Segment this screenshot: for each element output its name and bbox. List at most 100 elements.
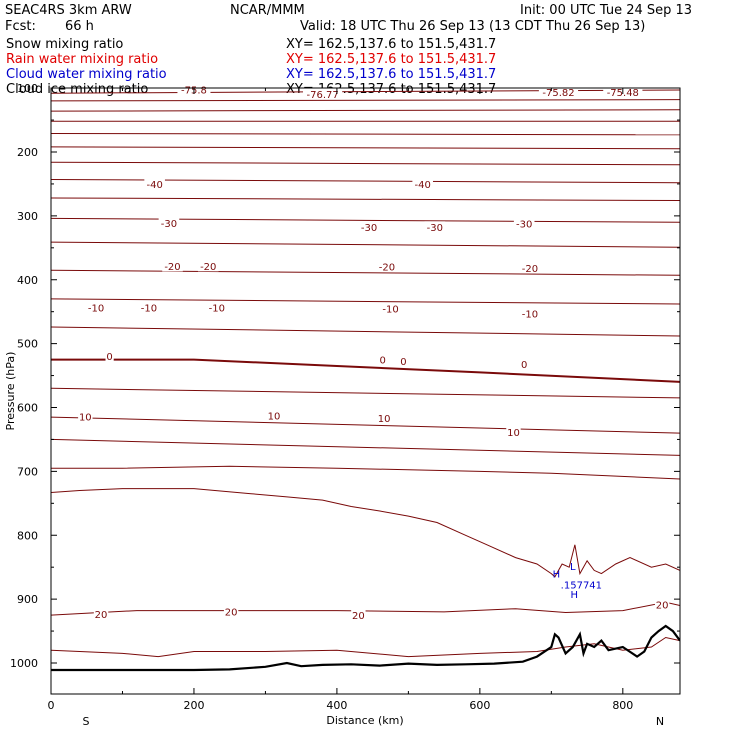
y-axis-label: Pressure (hPa) [4, 352, 17, 431]
contour-label-bg [519, 308, 541, 320]
isotherm-line [51, 161, 680, 166]
contour-label-bg [376, 412, 392, 424]
contour-label: -75.82 [542, 88, 574, 99]
contour-label-bg [138, 301, 160, 313]
contour-label: -30 [427, 223, 443, 234]
contour-label: 10 [507, 428, 520, 439]
contour-label-bg [654, 598, 670, 610]
contour-label-bg [105, 350, 114, 362]
near-surface-contour [51, 636, 680, 658]
isotherm-line [51, 241, 680, 248]
forecast-label: Fcst: [5, 19, 36, 34]
contour-label-bg [358, 221, 380, 233]
contour-label: -30 [516, 220, 532, 231]
x-tick-label: 200 [183, 699, 204, 712]
contour-label: -10 [209, 303, 225, 314]
contour-label: -20 [164, 262, 180, 273]
cloud-base-contour [51, 488, 680, 578]
terrain-line [51, 624, 680, 672]
y-tick-label: 400 [17, 274, 38, 287]
y-tick-label: 800 [17, 529, 38, 542]
y-tick-label: 1000 [10, 657, 38, 670]
contour-label-bg [519, 262, 541, 274]
contour-label-bg [520, 358, 529, 370]
contour-label-bg [206, 301, 228, 313]
field-coordinates: XY= 162.5,137.6 to 151.5,431.7 [286, 52, 496, 67]
x-tick-label: 400 [326, 699, 347, 712]
cloud-label: .157741 [561, 580, 602, 591]
x-axis-label: Distance (km) [326, 714, 403, 727]
contour-label-bg [197, 260, 219, 272]
contour-label-bg [412, 178, 433, 190]
isotherm-line [51, 465, 680, 480]
contour-label: -10 [88, 303, 104, 314]
forecast-hours: 66 h [65, 19, 94, 34]
field-coordinates: XY= 162.5,137.6 to 151.5,431.7 [286, 37, 496, 52]
contour-label: 0 [521, 360, 527, 371]
y-tick-label: 600 [17, 402, 38, 415]
cloud-label: L [570, 562, 576, 573]
isotherm-line [51, 109, 680, 112]
isotherm-line [51, 387, 680, 399]
contour-label-bg [399, 355, 408, 367]
contour-label: -40 [146, 180, 162, 191]
x-tick-label: 600 [469, 699, 490, 712]
contour-label: -20 [379, 262, 395, 273]
source-label: NCAR/MMM [230, 3, 305, 18]
y-tick-label: 700 [17, 465, 38, 478]
isotherm-line [51, 197, 680, 201]
contour-layer [51, 89, 680, 658]
contour-label: 10 [268, 411, 281, 422]
contour-label: -10 [382, 305, 398, 316]
contour-label-bg [158, 217, 180, 229]
contour-label-bg [538, 86, 579, 98]
cloud-label: H [570, 590, 578, 601]
x-tick-label: 0 [48, 699, 55, 712]
right-endpoint-label: N [656, 715, 664, 728]
zero-isotherm-line [51, 358, 680, 383]
contour-label-bg [351, 609, 366, 621]
contour-label: -10 [522, 310, 538, 321]
isotherm-line [51, 326, 680, 337]
contour-label: 20 [656, 600, 669, 611]
isotherm-line [51, 438, 680, 456]
y-tick-label: 200 [17, 146, 38, 159]
contour-label: -10 [141, 303, 157, 314]
contour-label: -30 [161, 219, 177, 230]
plot-frame [50, 87, 681, 695]
cloud-label: H [553, 570, 561, 581]
x-tick-label: 800 [612, 699, 633, 712]
contour-label-bg [506, 426, 521, 438]
contour-label: 0 [106, 352, 112, 363]
contour-label-bg [303, 88, 343, 100]
contour-label: 10 [378, 414, 391, 425]
isotherm-line [51, 217, 680, 223]
field-coordinates: XY= 162.5,137.6 to 151.5,431.7 [286, 67, 496, 82]
init-time: Init: 00 UTC Tue 24 Sep 13 [520, 3, 692, 18]
y-tick-label: 500 [17, 338, 38, 351]
isotherm-line [51, 133, 680, 136]
contour-label: 10 [79, 413, 92, 424]
isotherm-line [51, 99, 680, 102]
field-title: Rain water mixing ratio [6, 52, 158, 67]
model-title: SEAC4RS 3km ARW [5, 3, 132, 18]
contour-label-bg [513, 218, 535, 230]
field-title: Snow mixing ratio [6, 37, 123, 52]
contour-label-bg [378, 354, 387, 366]
contour-label: 0 [400, 357, 406, 368]
contour-label: 0 [379, 356, 385, 367]
y-tick-label: 900 [17, 593, 38, 606]
y-tick-label: 100 [17, 82, 38, 95]
contour-label-bg [380, 303, 401, 315]
contour-label-bg [266, 409, 282, 421]
valid-time: Valid: 18 UTC Thu 26 Sep 13 (13 CDT Thu … [300, 19, 645, 34]
contour-label: 20 [95, 610, 108, 621]
contour-label-bg [93, 608, 109, 620]
contour-label-bg [162, 260, 183, 272]
isotherm-line [51, 601, 680, 616]
contour-label-bg [223, 605, 239, 617]
y-tick-label: 300 [17, 210, 38, 223]
plot-area: -75.8 -76.77 -75.82 -75.48-40 -40-30 -30 -30 -3… [10, 82, 681, 712]
isotherm-line [51, 269, 680, 276]
